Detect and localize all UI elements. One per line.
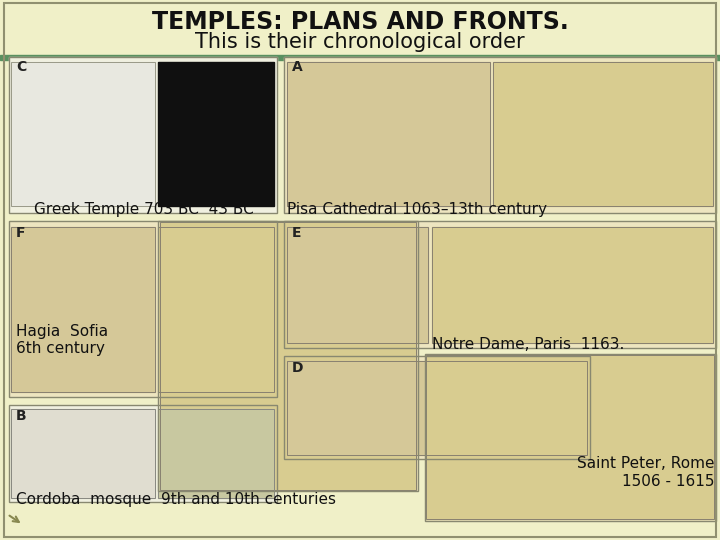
Bar bbox=[287, 227, 428, 343]
Text: A: A bbox=[292, 60, 302, 75]
Bar bbox=[432, 227, 713, 343]
Bar bbox=[9, 57, 277, 213]
Bar bbox=[493, 62, 713, 206]
Bar bbox=[9, 405, 277, 502]
Bar bbox=[158, 227, 274, 392]
Bar bbox=[0, 0, 720, 57]
Text: Notre Dame, Paris  1163.: Notre Dame, Paris 1163. bbox=[432, 337, 624, 352]
Bar bbox=[426, 355, 714, 519]
Text: C: C bbox=[16, 60, 26, 75]
Text: Hagia  Sofia
6th century: Hagia Sofia 6th century bbox=[16, 324, 108, 356]
Bar bbox=[158, 409, 274, 498]
Bar bbox=[425, 354, 716, 521]
Bar bbox=[284, 57, 716, 213]
Bar bbox=[9, 57, 277, 213]
Bar bbox=[287, 227, 428, 343]
Text: Cordoba  mosque  9th and 10th centuries: Cordoba mosque 9th and 10th centuries bbox=[16, 491, 336, 507]
Bar bbox=[11, 409, 155, 498]
Bar bbox=[11, 62, 155, 206]
Bar bbox=[284, 356, 590, 459]
Bar bbox=[158, 227, 274, 392]
Bar bbox=[11, 227, 155, 392]
Bar bbox=[158, 221, 418, 491]
Text: TEMPLES: PLANS AND FRONTS.: TEMPLES: PLANS AND FRONTS. bbox=[152, 10, 568, 33]
Bar bbox=[9, 221, 277, 397]
Bar bbox=[160, 222, 416, 490]
Text: This is their chronological order: This is their chronological order bbox=[195, 31, 525, 52]
Bar bbox=[284, 356, 590, 459]
Bar bbox=[287, 62, 490, 206]
Bar bbox=[0, 55, 720, 60]
Bar bbox=[425, 354, 716, 521]
Bar bbox=[287, 361, 587, 455]
Text: B: B bbox=[16, 409, 27, 423]
Bar bbox=[284, 57, 716, 213]
Bar bbox=[158, 62, 274, 206]
Text: Saint Peter, Rome
1506 - 1615: Saint Peter, Rome 1506 - 1615 bbox=[577, 456, 714, 489]
Bar bbox=[426, 355, 714, 519]
Bar bbox=[160, 222, 416, 490]
Bar bbox=[432, 227, 713, 343]
Bar bbox=[158, 221, 418, 491]
Bar bbox=[287, 62, 490, 206]
Bar bbox=[158, 62, 274, 206]
Bar bbox=[284, 221, 716, 348]
Bar bbox=[11, 62, 155, 206]
Text: Pisa Cathedral 1063–13th century: Pisa Cathedral 1063–13th century bbox=[287, 202, 546, 217]
Bar bbox=[11, 227, 155, 392]
Text: E: E bbox=[292, 226, 301, 240]
Bar bbox=[493, 62, 713, 206]
Bar bbox=[11, 409, 155, 498]
Text: D: D bbox=[292, 361, 303, 375]
Bar bbox=[284, 221, 716, 348]
Bar bbox=[287, 361, 587, 455]
Text: F: F bbox=[16, 226, 25, 240]
Text: Greek Temple 703 BC  43 BC: Greek Temple 703 BC 43 BC bbox=[34, 202, 254, 217]
Bar bbox=[158, 409, 274, 498]
Bar bbox=[9, 221, 277, 397]
Bar bbox=[9, 405, 277, 502]
